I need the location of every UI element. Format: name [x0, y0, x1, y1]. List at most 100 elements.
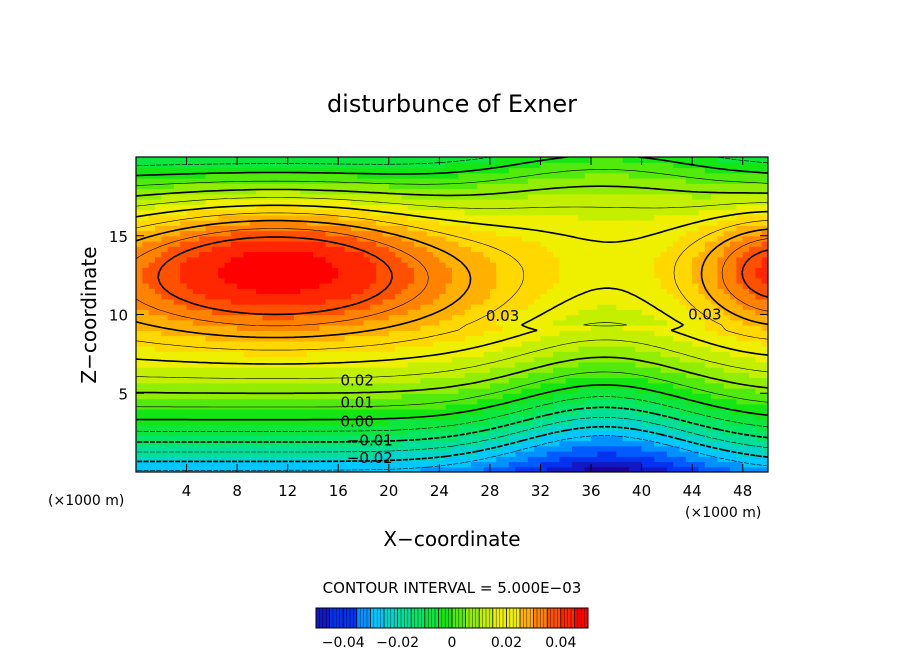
- field-cell: [262, 346, 270, 352]
- field-cell: [376, 445, 384, 452]
- field-cell: [167, 304, 175, 310]
- field-cell: [433, 230, 440, 237]
- field-cell: [433, 283, 440, 289]
- field-cell: [199, 277, 207, 284]
- field-cell: [407, 277, 415, 284]
- field-cell: [711, 351, 719, 358]
- field-cell: [268, 262, 276, 268]
- field-cell: [192, 440, 200, 447]
- field-cell: [186, 230, 194, 237]
- field-cell: [546, 241, 554, 247]
- field-cell: [534, 325, 542, 331]
- field-cell: [376, 430, 384, 436]
- field-cell: [666, 230, 674, 237]
- field-cell: [268, 225, 276, 232]
- field-cell: [641, 209, 649, 216]
- field-cell: [679, 309, 687, 316]
- field-cell: [616, 214, 624, 221]
- field-cell: [382, 445, 390, 452]
- field-cell: [294, 367, 301, 373]
- field-cell: [218, 382, 226, 389]
- field-cell: [369, 225, 377, 232]
- field-cell: [470, 256, 478, 263]
- field-cell: [275, 340, 282, 347]
- field-cell: [407, 419, 415, 426]
- field-cell: [591, 340, 598, 347]
- field-cell: [344, 351, 352, 358]
- field-cell: [211, 267, 219, 274]
- field-cell: [654, 256, 662, 263]
- field-cell: [464, 298, 472, 305]
- field-cell: [306, 241, 314, 247]
- field-cell: [603, 220, 611, 226]
- field-cell: [161, 424, 169, 431]
- field-cell: [192, 435, 200, 442]
- field-cell: [357, 267, 365, 274]
- field-cell: [211, 256, 219, 263]
- field-cell: [331, 466, 339, 472]
- field-cell: [407, 340, 415, 347]
- field-cell: [666, 267, 674, 274]
- field-cell: [445, 309, 453, 316]
- field-cell: [527, 414, 535, 421]
- field-cell: [610, 225, 617, 232]
- field-cell: [331, 461, 339, 468]
- field-cell: [268, 398, 276, 405]
- field-cell: [173, 277, 181, 284]
- field-cell: [591, 251, 598, 258]
- field-cell: [268, 451, 276, 457]
- field-cell: [622, 220, 630, 226]
- field-cell: [647, 319, 655, 326]
- field-cell: [616, 319, 624, 326]
- field-cell: [344, 277, 352, 284]
- field-cell: [489, 220, 497, 226]
- field-cell: [673, 382, 681, 389]
- field-cell: [597, 335, 605, 342]
- field-cell: [306, 456, 314, 463]
- field-cell: [173, 272, 181, 279]
- field-cell: [420, 393, 428, 400]
- field-cell: [565, 430, 573, 436]
- field-cell: [616, 325, 624, 331]
- field-cell: [287, 382, 295, 389]
- field-cell: [180, 388, 188, 394]
- field-cell: [357, 251, 365, 258]
- field-cell: [211, 220, 219, 226]
- field-cell: [350, 377, 358, 384]
- field-cell: [685, 225, 693, 232]
- field-cell: [414, 293, 421, 300]
- field-cell: [136, 262, 143, 268]
- field-cell: [363, 251, 371, 258]
- field-cell: [704, 356, 712, 363]
- field-cell: [559, 298, 567, 305]
- field-cell: [249, 351, 257, 358]
- field-cell: [376, 235, 384, 242]
- field-cell: [426, 309, 434, 316]
- field-cell: [603, 283, 611, 289]
- field-cell: [294, 340, 301, 347]
- field-cell: [331, 377, 339, 384]
- field-cell: [666, 225, 674, 232]
- field-cell: [256, 325, 263, 331]
- field-cell: [534, 298, 542, 305]
- field-cell: [357, 304, 365, 310]
- field-cell: [635, 277, 643, 284]
- field-cell: [433, 325, 440, 331]
- field-cell: [666, 309, 674, 316]
- field-cell: [641, 361, 649, 368]
- field-cell: [180, 382, 188, 389]
- field-cell: [218, 356, 226, 363]
- field-cell: [666, 382, 674, 389]
- field-cell: [205, 388, 213, 394]
- field-cell: [635, 230, 643, 237]
- field-cell: [243, 314, 251, 321]
- field-cell: [420, 325, 428, 331]
- field-cell: [603, 309, 611, 316]
- field-cell: [603, 461, 611, 468]
- field-cell: [597, 424, 605, 431]
- field-cell: [433, 277, 440, 284]
- field-cell: [477, 367, 485, 373]
- field-cell: [205, 251, 213, 258]
- field-cell: [249, 272, 257, 279]
- field-cell: [180, 304, 188, 310]
